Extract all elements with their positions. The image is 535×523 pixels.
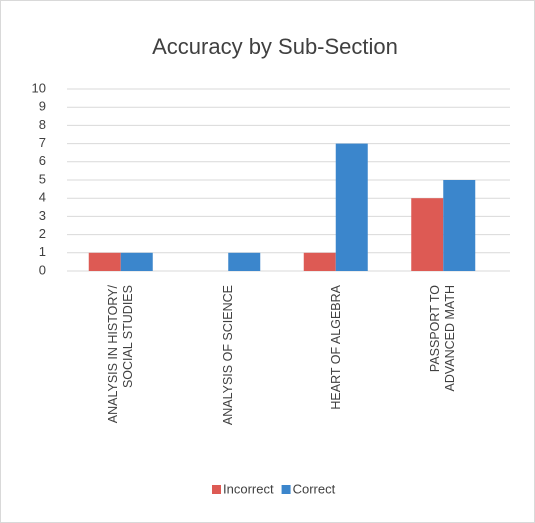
x-tick-label: HEART OF ALGEBRA [328,285,343,410]
bar [411,198,444,271]
bar [228,252,261,271]
legend-swatch [281,485,291,494]
bar [335,143,368,271]
x-tick-label: ANALYSIS OF SCIENCE [220,285,235,426]
bar [443,180,476,271]
y-tick-label: 7 [39,135,46,150]
y-tick-label: 0 [39,262,46,277]
x-tick-label: PASSPORT TO ADVANCED MATH [428,285,458,392]
bar [88,252,121,271]
y-tick-label: 8 [39,117,46,132]
x-tick-label: ANALYSIS IN HISTORY/ SOCIAL STUDIES [105,285,135,424]
chart-title: Accuracy by Sub-Section [152,34,398,59]
y-tick-label: 2 [39,226,46,241]
legend-swatch [212,485,221,494]
y-tick-label: 3 [39,208,46,223]
y-tick-label: 6 [39,153,46,168]
legend-label: Incorrect [223,481,274,496]
legend-label: Correct [293,481,336,496]
y-tick-label: 1 [39,244,46,259]
bar [120,252,153,271]
y-tick-label: 5 [39,171,46,186]
y-tick-label: 4 [39,190,46,205]
y-tick-label: 9 [39,99,46,114]
bar [303,252,336,271]
y-tick-label: 10 [32,80,46,95]
